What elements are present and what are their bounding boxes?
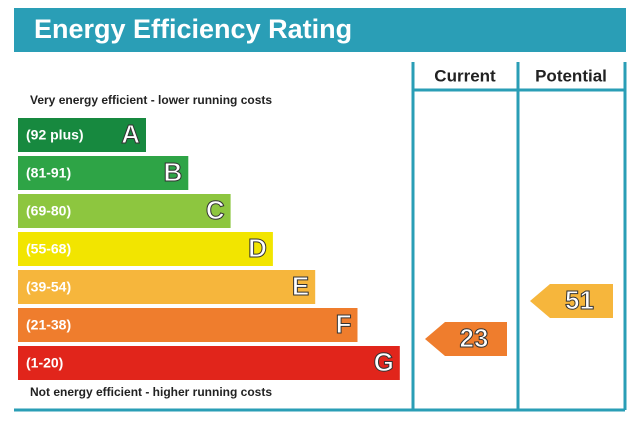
potential-value: 51	[565, 285, 594, 315]
band-range: (92 plus)	[26, 127, 84, 143]
band-letter: A	[121, 119, 140, 149]
title-bar	[14, 8, 626, 52]
current-arrow	[425, 322, 507, 356]
band-letter: G	[374, 347, 394, 377]
band-range: (69-80)	[26, 203, 71, 219]
band	[18, 232, 273, 266]
band	[18, 346, 400, 380]
header-potential: Potential	[535, 66, 607, 85]
band-range: (55-68)	[26, 241, 71, 257]
frame	[14, 62, 627, 412]
band	[18, 118, 146, 152]
band-range: (81-91)	[26, 165, 71, 181]
potential-arrow	[530, 284, 613, 318]
band-range: (1-20)	[26, 355, 63, 371]
band	[18, 270, 316, 304]
band-letter: C	[206, 195, 225, 225]
band-letter: F	[336, 309, 352, 339]
band-range: (21-38)	[26, 317, 71, 333]
bottom-note: Not energy efficient - higher running co…	[30, 385, 272, 399]
band-letter: E	[292, 271, 309, 301]
top-note: Very energy efficient - lower running co…	[30, 93, 272, 107]
band-letter: B	[164, 157, 183, 187]
title: Energy Efficiency Rating	[34, 14, 352, 44]
band	[18, 194, 231, 228]
current-value: 23	[460, 323, 489, 353]
band	[18, 308, 358, 342]
band-range: (39-54)	[26, 279, 71, 295]
band	[18, 156, 189, 190]
header-current: Current	[434, 66, 496, 85]
band-letter: D	[248, 233, 267, 263]
